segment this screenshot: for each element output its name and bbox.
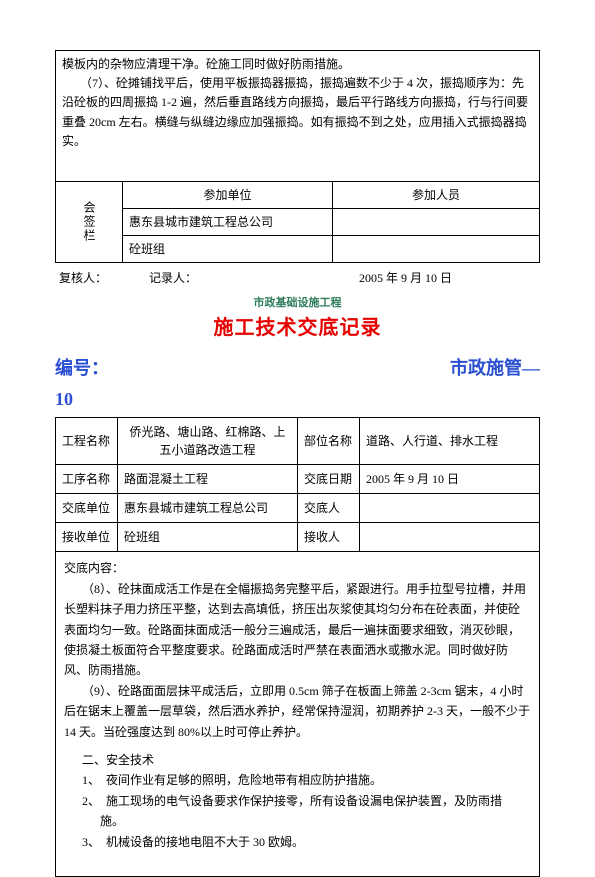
content-p8: （8）、砼抹面成活工作是在全幅振捣务完整平后，紧跟进行。用手拉型号拉槽，并用长塑…: [64, 579, 531, 681]
info-l2a: 工序名称: [56, 465, 118, 494]
footer-reviewer: 复核人：: [59, 269, 149, 287]
blue-right: 市政施管—: [450, 355, 540, 382]
info-v3a: 惠东县城市建筑工程总公司: [118, 494, 298, 523]
upper-line-1: 模板内的杂物应清理干净。砼施工同时做好防雨措施。: [62, 55, 533, 74]
footer-row: 复核人： 记录人： 2005 年 9 月 10 日: [55, 266, 540, 289]
green-subtitle: 市政基础设施工程: [55, 295, 540, 312]
info-l4b: 接收人: [298, 523, 360, 552]
info-l1a: 工程名称: [56, 418, 118, 465]
sig-row-1-person: [333, 208, 540, 235]
info-v1a: 侨光路、塘山路、红棉路、上五小道路改造工程: [118, 418, 298, 465]
info-l3a: 交底单位: [56, 494, 118, 523]
content-sec: 二、安全技术: [64, 750, 531, 770]
info-l3b: 交底人: [298, 494, 360, 523]
sig-row-2-person: [333, 235, 540, 262]
info-v4b: [360, 523, 540, 552]
sig-side-label: 会签栏: [56, 181, 123, 262]
content-i2b: 施。: [64, 811, 531, 831]
blue-header-row: 编号： 市政施管—: [55, 355, 540, 382]
info-l4a: 接收单位: [56, 523, 118, 552]
info-table: 工程名称 侨光路、塘山路、红棉路、上五小道路改造工程 部位名称 道路、人行道、排…: [55, 417, 540, 552]
content-i2: 2、 施工现场的电气设备要求作保护接零，所有设备设漏电保护装置，及防雨措: [64, 791, 531, 811]
info-l2b: 交底日期: [298, 465, 360, 494]
blue-left: 编号：: [55, 355, 109, 382]
upper-text-block: 模板内的杂物应清理干净。砼施工同时做好防雨措施。 （7）、砼摊铺找平后，使用平板…: [56, 51, 539, 181]
upper-section: 模板内的杂物应清理干净。砼施工同时做好防雨措施。 （7）、砼摊铺找平后，使用平板…: [55, 50, 540, 263]
sig-header-unit: 参加单位: [123, 181, 333, 208]
red-title: 施工技术交底记录: [55, 313, 540, 343]
sig-header-person: 参加人员: [333, 181, 540, 208]
content-i1: 1、 夜间作业有足够的照明，危险地带有相应防护措施。: [64, 770, 531, 790]
info-v3b: [360, 494, 540, 523]
content-box: 交底内容： （8）、砼抹面成活工作是在全幅振捣务完整平后，紧跟进行。用手拉型号拉…: [55, 552, 540, 876]
info-l1b: 部位名称: [298, 418, 360, 465]
blue-number: 10: [55, 386, 540, 413]
info-v4a: 砼班组: [118, 523, 298, 552]
info-v1b: 道路、人行道、排水工程: [360, 418, 540, 465]
footer-date: 2005 年 9 月 10 日: [319, 269, 452, 287]
sig-row-2-unit: 砼班组: [123, 235, 333, 262]
info-v2a: 路面混凝土工程: [118, 465, 298, 494]
content-head: 交底内容：: [64, 558, 531, 578]
upper-line-2: （7）、砼摊铺找平后，使用平板振捣器振捣，振捣遍数不少于 4 次，振捣顺序为：先…: [62, 74, 533, 151]
sig-row-1-unit: 惠东县城市建筑工程总公司: [123, 208, 333, 235]
footer-recorder: 记录人：: [149, 269, 319, 287]
info-v2b: 2005 年 9 月 10 日: [360, 465, 540, 494]
signature-table: 会签栏 参加单位 参加人员 惠东县城市建筑工程总公司 砼班组: [56, 181, 539, 262]
content-p9: （9）、砼路面面层抹平成活后，立即用 0.5cm 筛子在板面上筛盖 2-3cm …: [64, 681, 531, 742]
